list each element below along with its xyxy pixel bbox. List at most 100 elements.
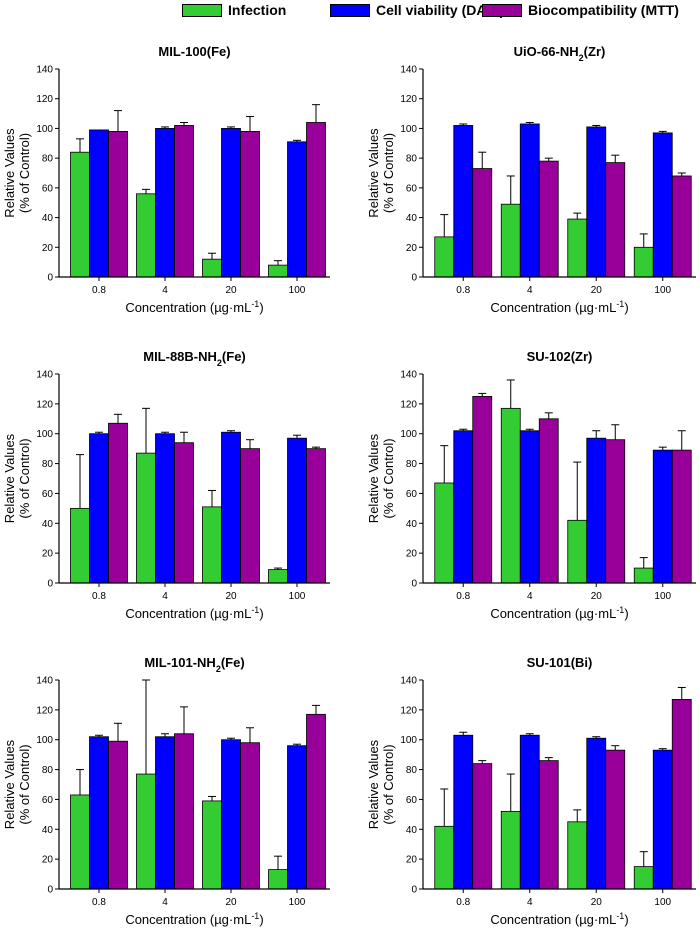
y-tick-label: 80 bbox=[42, 765, 54, 776]
x-tick-label: 100 bbox=[654, 897, 671, 908]
bar-infection bbox=[202, 258, 222, 278]
bar-infection bbox=[633, 246, 654, 278]
bar-biocompatibility-mtt bbox=[671, 699, 692, 890]
bar-cell-viability-dapi bbox=[89, 736, 109, 890]
x-tick-label: 0.8 bbox=[92, 285, 106, 296]
x-axis-title: Concentration (µg·mL-1) bbox=[125, 605, 263, 621]
y-tick-label: 120 bbox=[400, 94, 417, 105]
bar-biocompatibility-mtt bbox=[306, 713, 326, 890]
y-tick-label: 80 bbox=[42, 154, 54, 165]
bar-biocompatibility-mtt bbox=[538, 760, 559, 890]
chart-title-main: MIL-100(Fe) bbox=[158, 44, 230, 59]
x-tick-label: 4 bbox=[162, 285, 168, 296]
x-axis-title-main: Concentration (µg·mL bbox=[490, 912, 616, 927]
y-tick-label: 140 bbox=[400, 65, 417, 76]
y-axis-title-line1: Relative Values bbox=[2, 739, 17, 829]
x-tick-label: 100 bbox=[289, 591, 306, 602]
x-tick-label: 20 bbox=[591, 897, 603, 908]
y-tick-label: 120 bbox=[400, 399, 417, 410]
bar-infection bbox=[500, 810, 521, 890]
y-tick-label: 140 bbox=[400, 370, 417, 381]
y-tick-label: 100 bbox=[36, 124, 53, 135]
legend-label-infection: Infection bbox=[228, 2, 287, 18]
bar-infection bbox=[202, 800, 222, 890]
y-tick-label: 40 bbox=[42, 213, 54, 224]
legend: Infection Cell viability (DAPI) Biocompa… bbox=[0, 0, 700, 24]
y-tick-label: 40 bbox=[406, 825, 418, 836]
chart-title: MIL-101-NH2(Fe) bbox=[144, 655, 244, 674]
chart-panel: MIL-101-NH2(Fe) 0 20 40 60 80 100 120 140 0.8 4 20 1… bbox=[2, 655, 330, 927]
y-tick-label: 20 bbox=[42, 855, 54, 866]
bar-infection bbox=[500, 203, 521, 278]
y-tick-label: 20 bbox=[42, 243, 54, 254]
x-axis-title-superscript: -1 bbox=[616, 299, 624, 309]
x-tick-label: 4 bbox=[527, 591, 533, 602]
x-tick-label: 4 bbox=[162, 897, 168, 908]
chart-title-main: SU-101(Bi) bbox=[527, 655, 593, 670]
y-tick-label: 100 bbox=[400, 735, 417, 746]
y-tick-label: 120 bbox=[36, 94, 53, 105]
chart-title-subscript: 2 bbox=[579, 53, 584, 63]
y-tick-label: 100 bbox=[36, 429, 53, 440]
legend-label-cell-viability: Cell viability (DAPI) bbox=[376, 2, 505, 18]
bar-cell-viability-dapi bbox=[519, 430, 540, 584]
y-tick-label: 20 bbox=[406, 855, 418, 866]
bar-biocompatibility-mtt bbox=[538, 160, 559, 278]
chart-panel: UiO-66-NH2(Zr) 0 20 40 60 80 100 120 140 0.8 4 20 10… bbox=[366, 44, 696, 315]
bar-infection bbox=[268, 264, 288, 278]
bar-infection bbox=[434, 482, 455, 584]
x-tick-label: 100 bbox=[654, 285, 671, 296]
x-axis-title-tail: ) bbox=[624, 606, 628, 621]
bar-cell-viability-dapi bbox=[155, 433, 175, 584]
chart-panel: MIL-100(Fe) 0 20 40 60 80 100 120 140 0.8 4 20 100 Co… bbox=[2, 44, 330, 315]
bar-infection bbox=[567, 519, 588, 584]
y-tick-label: 60 bbox=[406, 183, 418, 194]
y-tick-label: 40 bbox=[406, 519, 418, 530]
y-tick-label: 140 bbox=[400, 676, 417, 687]
bar-cell-viability-dapi bbox=[652, 132, 673, 278]
bar-biocompatibility-mtt bbox=[306, 122, 326, 278]
x-axis-title-tail: ) bbox=[259, 606, 263, 621]
chart-title: SU-101(Bi) bbox=[527, 655, 593, 670]
bar-cell-viability-dapi bbox=[155, 736, 175, 890]
y-tick-label: 80 bbox=[42, 459, 54, 470]
y-tick-label: 140 bbox=[36, 676, 53, 687]
y-axis-title-line1: Relative Values bbox=[366, 739, 381, 829]
y-tick-label: 80 bbox=[406, 765, 418, 776]
y-axis-title-line2: (% of Control) bbox=[17, 133, 32, 213]
chart-title-tail: (Fe) bbox=[222, 349, 246, 364]
bar-cell-viability-dapi bbox=[221, 431, 241, 584]
bar-biocompatibility-mtt bbox=[240, 448, 260, 584]
legend-label-biocompatibility: Biocompatibility (MTT) bbox=[528, 2, 679, 18]
bar-biocompatibility-mtt bbox=[472, 763, 493, 890]
x-axis-title-tail: ) bbox=[259, 912, 263, 927]
chart-title-subscript: 2 bbox=[217, 358, 222, 368]
x-axis-title-tail: ) bbox=[624, 912, 628, 927]
x-tick-label: 0.8 bbox=[92, 591, 106, 602]
y-tick-label: 120 bbox=[36, 399, 53, 410]
y-tick-label: 40 bbox=[42, 825, 54, 836]
x-tick-label: 4 bbox=[162, 591, 168, 602]
x-axis-title-tail: ) bbox=[259, 300, 263, 315]
x-tick-label: 100 bbox=[654, 591, 671, 602]
chart-title-main: UiO-66-NH bbox=[514, 44, 579, 59]
chart-title-tail: (Zr) bbox=[584, 44, 606, 59]
bar-infection bbox=[434, 236, 455, 278]
y-tick-label: 60 bbox=[42, 489, 54, 500]
chart-panel: MIL-88B-NH2(Fe) 0 20 40 60 80 100 120 140 0.8 4 20 1… bbox=[2, 349, 330, 621]
bar-biocompatibility-mtt bbox=[108, 130, 128, 278]
bar-infection bbox=[633, 866, 654, 890]
y-tick-label: 0 bbox=[411, 885, 417, 896]
y-tick-label: 60 bbox=[42, 795, 54, 806]
x-axis-title-superscript: -1 bbox=[251, 605, 259, 615]
x-tick-label: 0.8 bbox=[92, 897, 106, 908]
bar-cell-viability-dapi bbox=[453, 430, 474, 584]
bar-infection bbox=[268, 869, 288, 890]
y-tick-label: 0 bbox=[411, 273, 417, 284]
bar-biocompatibility-mtt bbox=[240, 130, 260, 278]
y-axis-title-line1: Relative Values bbox=[366, 128, 381, 218]
bar-infection bbox=[633, 567, 654, 584]
bar-biocompatibility-mtt bbox=[605, 439, 626, 584]
chart-title: MIL-100(Fe) bbox=[158, 44, 230, 59]
